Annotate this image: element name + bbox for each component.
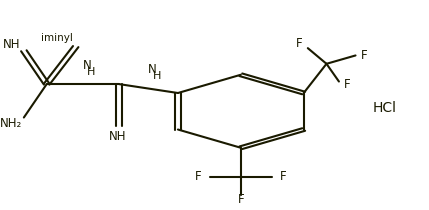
Text: F: F <box>360 49 367 62</box>
Text: NH: NH <box>3 38 20 51</box>
Text: H: H <box>153 71 161 81</box>
Text: HCl: HCl <box>373 101 397 115</box>
Text: NH₂: NH₂ <box>0 117 23 130</box>
Text: F: F <box>296 37 303 50</box>
Text: iminyl: iminyl <box>41 33 73 43</box>
Text: F: F <box>195 171 201 184</box>
Text: F: F <box>238 193 244 206</box>
Text: N: N <box>83 59 91 72</box>
Text: NH: NH <box>109 130 126 143</box>
Text: F: F <box>280 171 287 184</box>
Text: N: N <box>148 63 157 76</box>
Text: H: H <box>87 67 95 77</box>
Text: F: F <box>344 78 350 91</box>
